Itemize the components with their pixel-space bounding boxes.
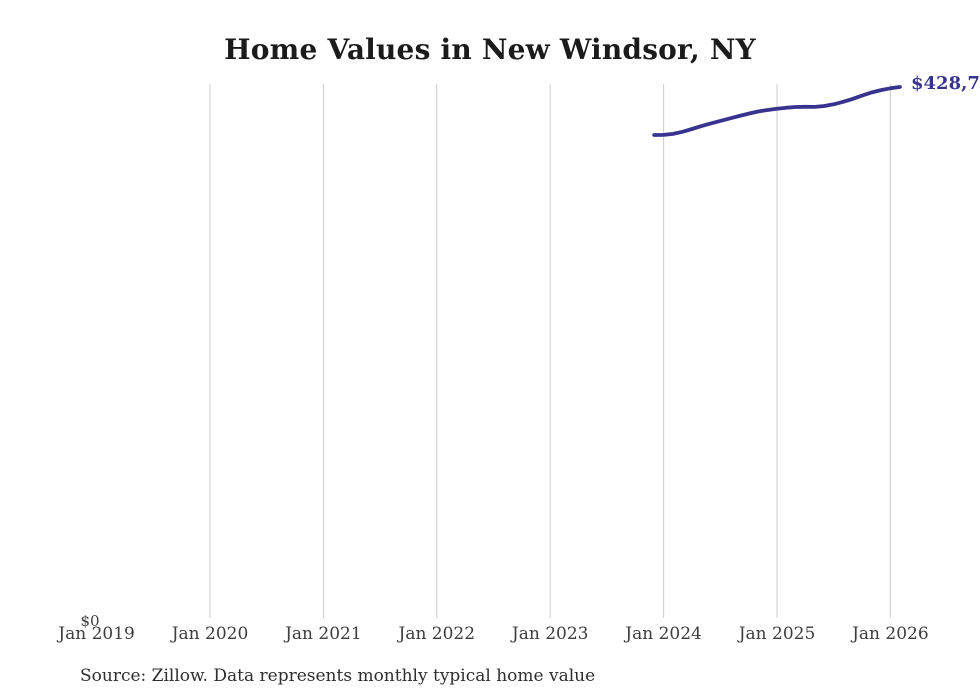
x-axis-tick-label: Jan 2023 <box>511 624 589 644</box>
x-axis-tick-label: Jan 2021 <box>285 624 362 644</box>
x-axis-tick-label: Jan 2025 <box>738 624 816 644</box>
chart-title: Home Values in New Windsor, NY <box>224 33 756 66</box>
x-axis-tick-label: Jan 2022 <box>398 624 476 644</box>
x-axis-tick-label: Jan 2020 <box>171 624 249 644</box>
x-axis-tick-label: Jan 2026 <box>852 624 929 644</box>
x-axis-tick-label: Jan 2019 <box>58 624 135 644</box>
home-value-line <box>652 85 902 137</box>
y-axis-zero-label: $0 <box>80 612 100 630</box>
latest-value-label: $428,750 <box>911 73 980 94</box>
source-note: Source: Zillow. Data represents monthly … <box>80 666 596 686</box>
x-axis-tick-label: Jan 2024 <box>625 624 702 644</box>
